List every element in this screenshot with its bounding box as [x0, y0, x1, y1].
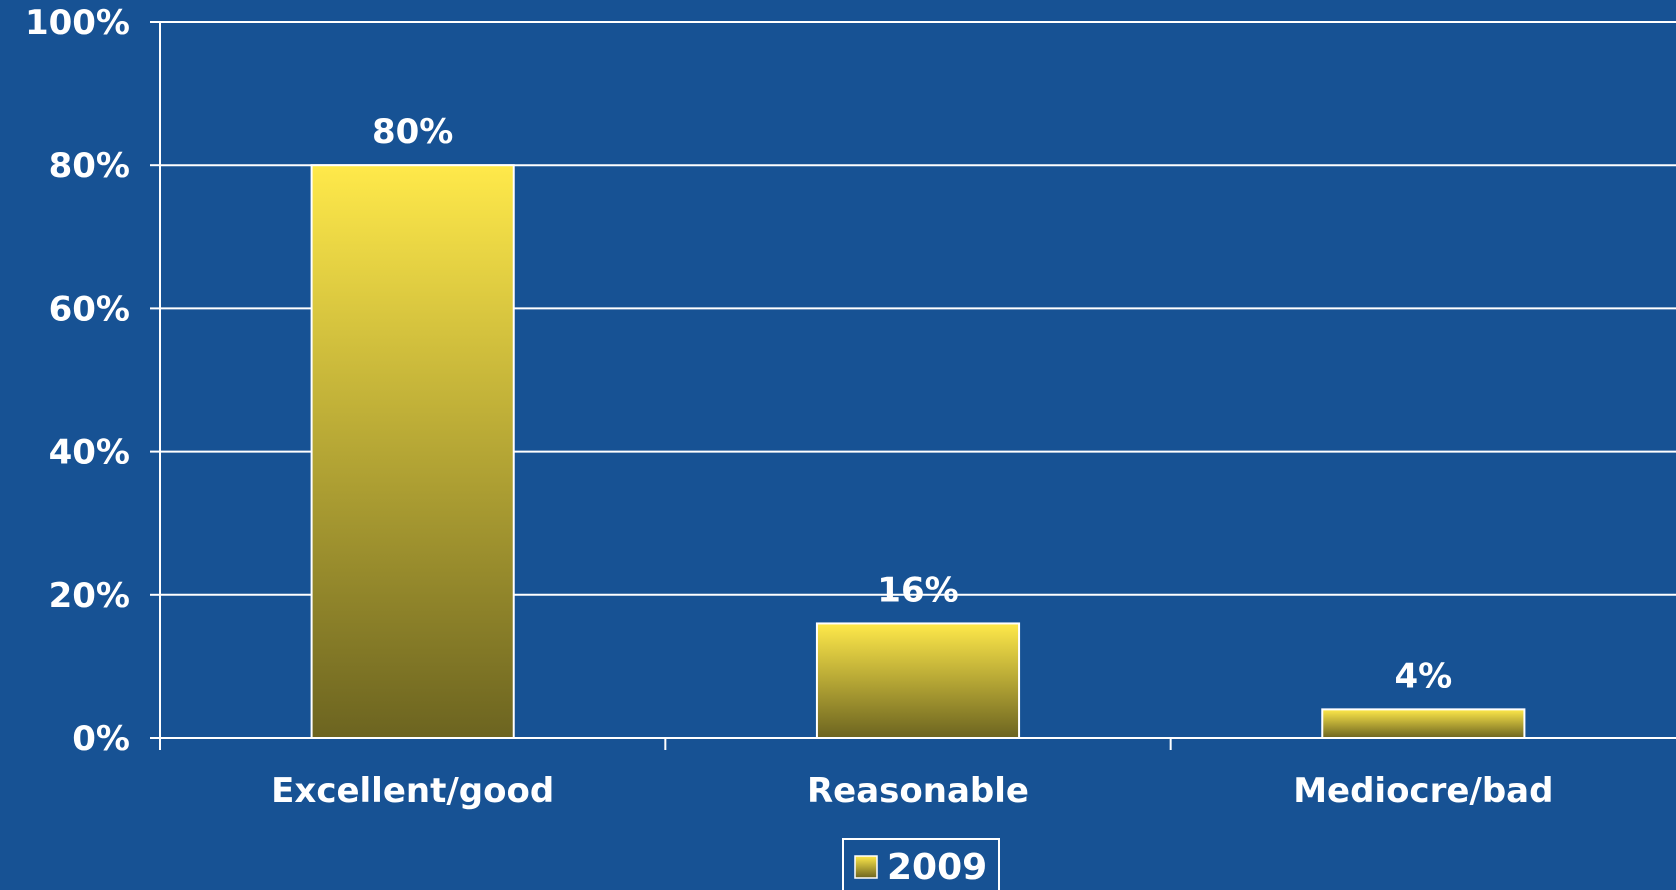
bar: [815, 622, 1021, 739]
bar: [1321, 708, 1526, 739]
axes: [150, 21, 1172, 750]
data-label: 16%: [877, 570, 958, 610]
y-tick-label: 80%: [49, 146, 130, 186]
bar: [310, 164, 515, 739]
y-tick-label: 100%: [25, 3, 130, 43]
y-tick-label: 40%: [49, 433, 130, 473]
legend-swatch: [854, 855, 878, 879]
data-label: 80%: [372, 112, 453, 152]
labels: 0% 20% 40% 60% 80% 100% 80% Excellent/good 16% Re…: [25, 3, 1554, 811]
legend-label: 2009: [887, 847, 987, 888]
y-tick-label: 0%: [72, 719, 130, 759]
x-category-label: Excellent/good: [271, 771, 554, 811]
legend-box: [842, 838, 1000, 890]
legend: 2009: [842, 838, 1000, 890]
x-category-label: Reasonable: [807, 771, 1029, 811]
data-label: 4%: [1394, 656, 1452, 696]
y-tick-label: 20%: [49, 576, 130, 616]
y-tick-label: 60%: [49, 289, 130, 329]
bars: [310, 164, 1526, 739]
x-category-label: Mediocre/bad: [1293, 771, 1553, 811]
